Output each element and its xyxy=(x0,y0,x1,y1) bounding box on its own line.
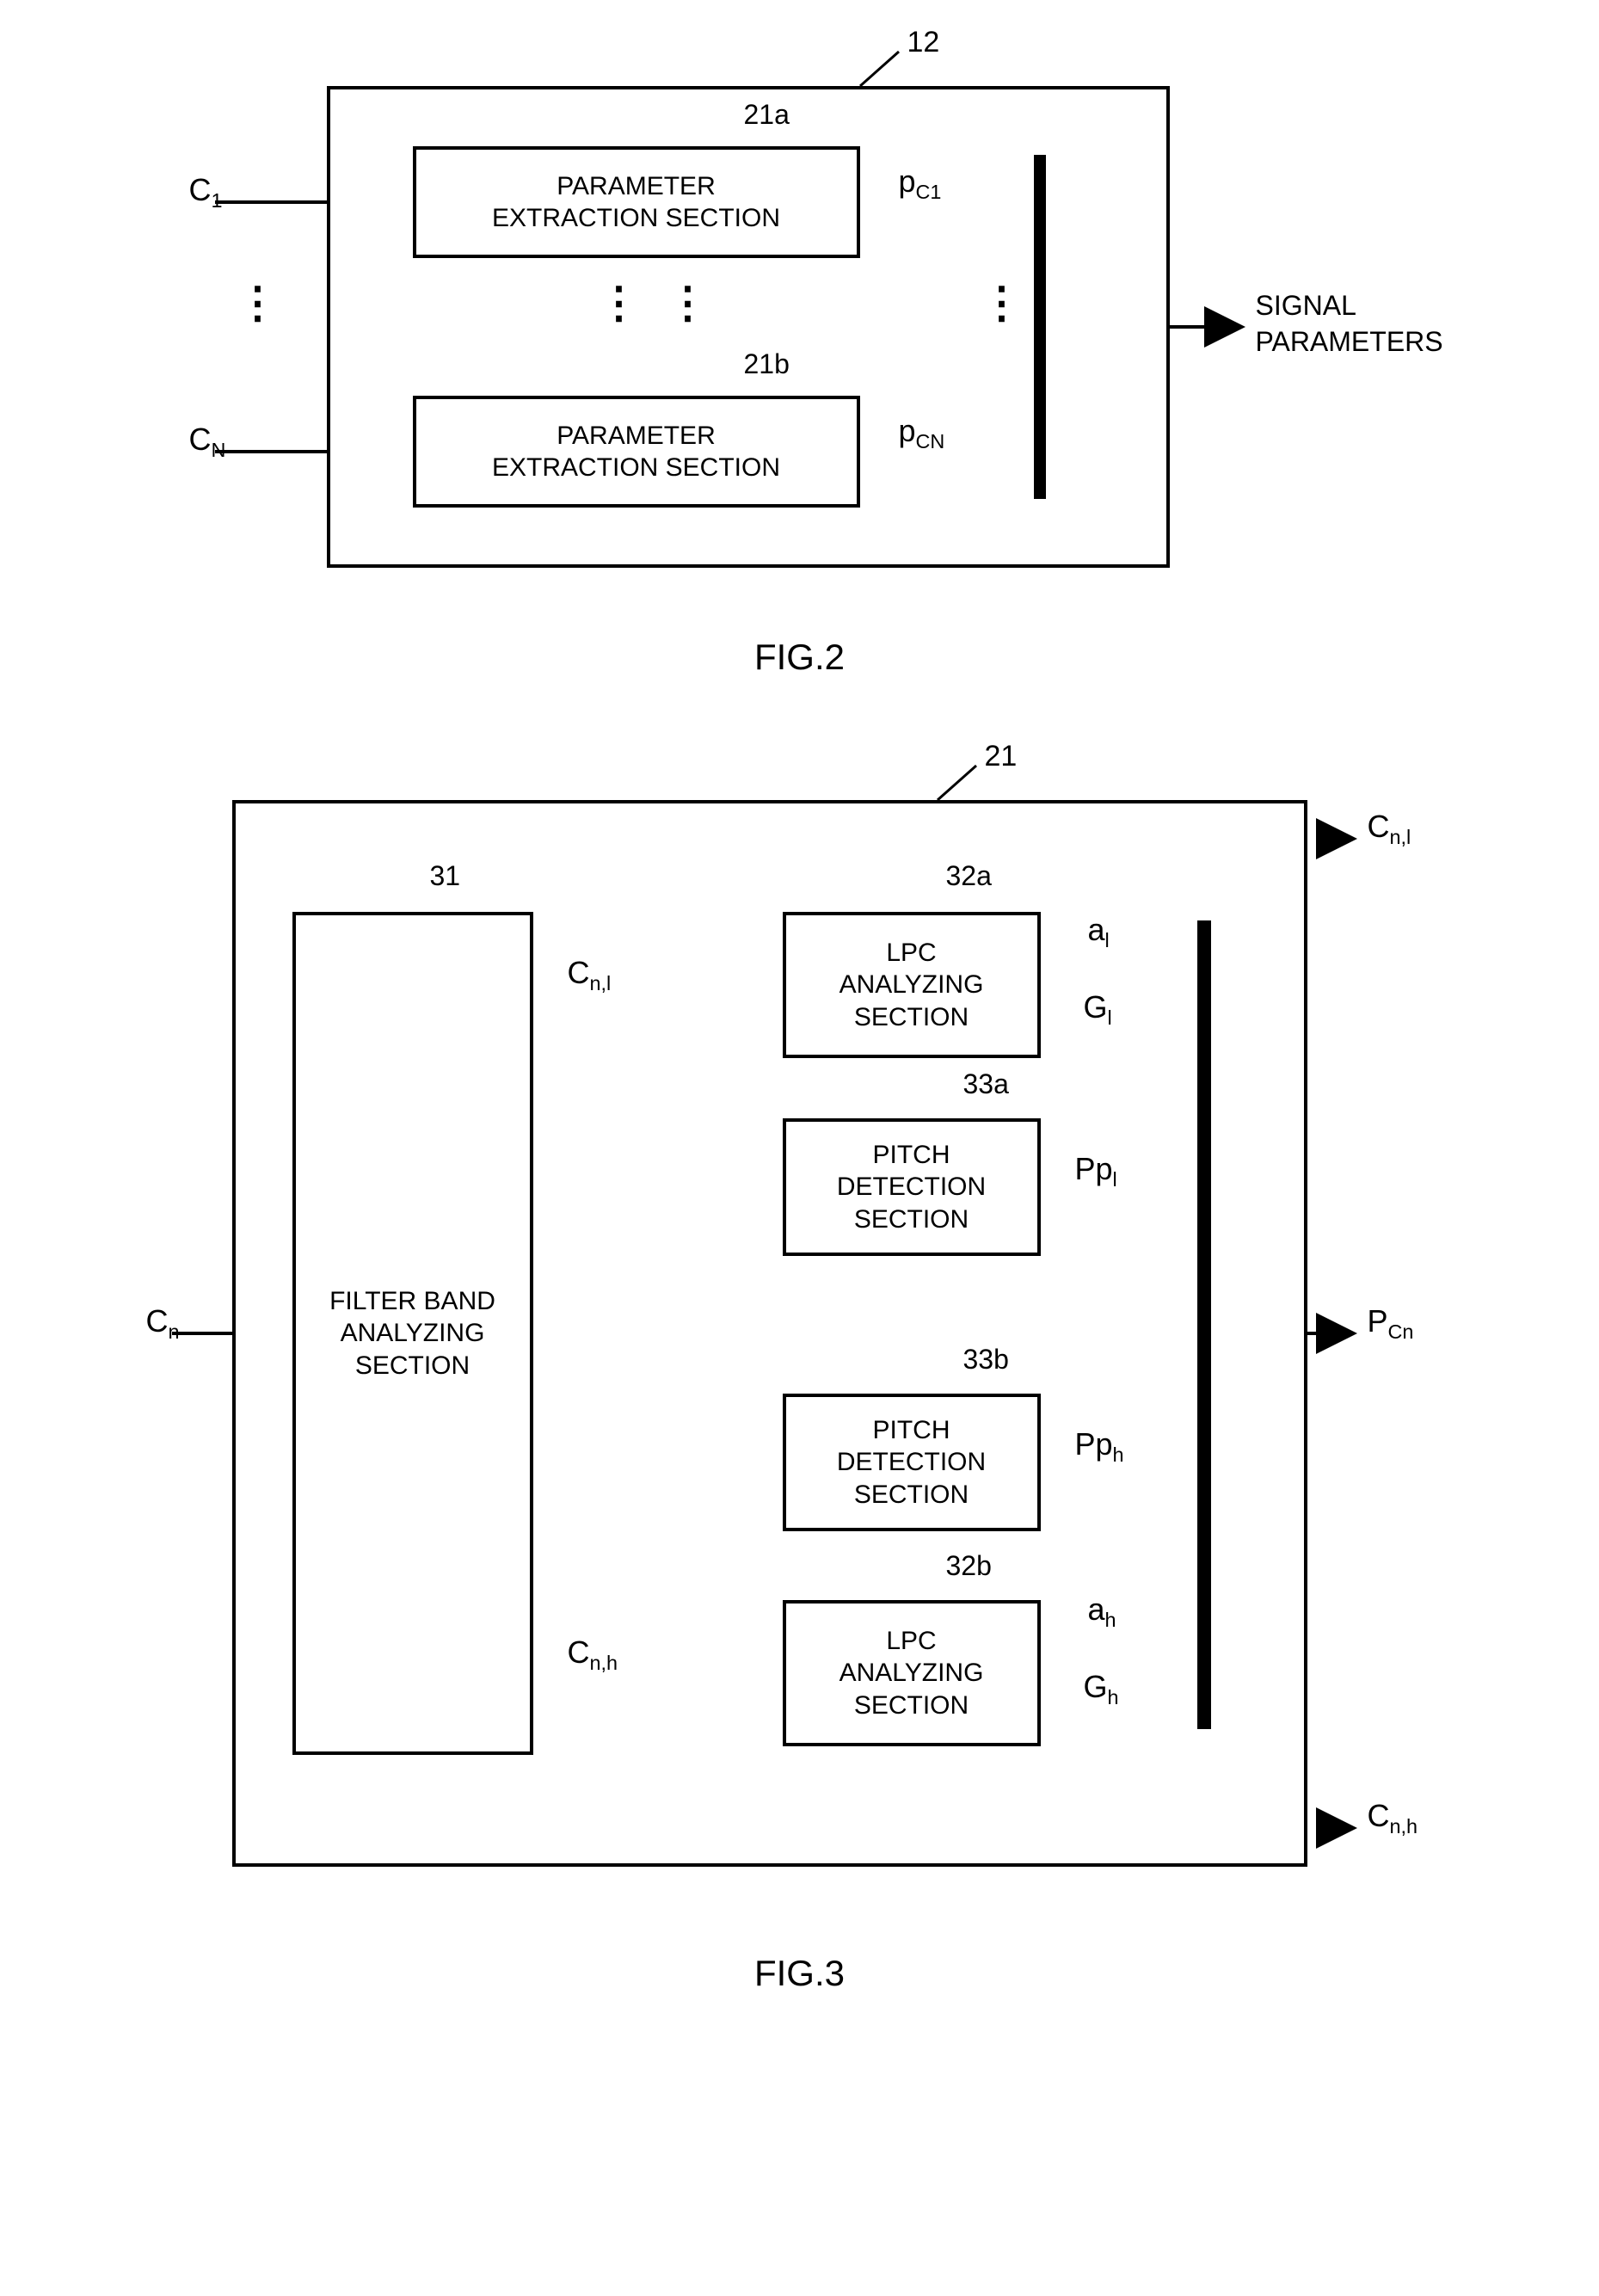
dash-cnl: Cn,l xyxy=(1368,809,1411,849)
filter-ref: 31 xyxy=(430,860,461,892)
pitch-bot-block: PITCH DETECTION SECTION xyxy=(783,1394,1041,1531)
filter-band-text: FILTER BAND ANALYZING SECTION xyxy=(329,1285,495,1382)
out-pph: Pph xyxy=(1075,1426,1124,1467)
signal-parameters-label: SIGNAL PARAMETERS xyxy=(1256,288,1443,360)
figure-3: 21 FILTER BAND ANALYZING SECTION 31 LPC … xyxy=(69,748,1531,2039)
fig2-outer-ref: 12 xyxy=(907,26,940,59)
param-extract-bot-ref: 21b xyxy=(744,348,790,380)
param-extract-top-text: PARAMETER EXTRACTION SECTION xyxy=(492,170,780,235)
input-c1: C1 xyxy=(189,172,223,212)
dots-mid1: ⋮ xyxy=(598,292,641,314)
param-extract-bot-text: PARAMETER EXTRACTION SECTION xyxy=(492,420,780,484)
lpc-top-ref: 32a xyxy=(946,860,992,892)
pitch-top-block: PITCH DETECTION SECTION xyxy=(783,1118,1041,1256)
fig2-caption: FIG.2 xyxy=(69,637,1531,678)
lpc-bot-block: LPC ANALYZING SECTION xyxy=(783,1600,1041,1746)
dots-left: ⋮ xyxy=(237,292,280,314)
input-cn: CN xyxy=(189,422,226,462)
dots-mid2: ⋮ xyxy=(667,292,710,314)
mid-cnl: Cn,l xyxy=(568,955,612,995)
param-extract-top-ref: 21a xyxy=(744,99,790,131)
pitch-bot-ref: 33b xyxy=(963,1344,1009,1376)
out-pcn: PCn xyxy=(1368,1303,1414,1344)
fig3-caption: FIG.3 xyxy=(69,1953,1531,1994)
param-extract-bot: PARAMETER EXTRACTION SECTION xyxy=(413,396,860,508)
lpc-bot-text: LPC ANALYZING SECTION xyxy=(839,1625,984,1722)
out-gl: Gl xyxy=(1084,989,1112,1030)
dots-right: ⋮ xyxy=(981,292,1024,314)
filter-band-block: FILTER BAND ANALYZING SECTION xyxy=(292,912,533,1755)
fig2-bus xyxy=(1034,155,1046,499)
figure-2: 12 PARAMETER EXTRACTION SECTION 21a PARA… xyxy=(69,34,1531,680)
dash-cnh: Cn,h xyxy=(1368,1798,1418,1838)
pitch-top-ref: 33a xyxy=(963,1068,1009,1100)
input-cn-fig3: Cn xyxy=(146,1303,180,1344)
out-gh: Gh xyxy=(1084,1669,1119,1709)
lpc-top-text: LPC ANALYZING SECTION xyxy=(839,937,984,1034)
fig3-outer-ref: 21 xyxy=(985,740,1018,773)
output-pc1: pC1 xyxy=(899,163,942,204)
pitch-bot-text: PITCH DETECTION SECTION xyxy=(837,1414,986,1511)
out-ah: ah xyxy=(1088,1591,1116,1632)
fig3-bus xyxy=(1197,920,1211,1729)
pitch-top-text: PITCH DETECTION SECTION xyxy=(837,1139,986,1236)
param-extract-top: PARAMETER EXTRACTION SECTION xyxy=(413,146,860,258)
output-pcn: pCN xyxy=(899,413,945,453)
lpc-top-block: LPC ANALYZING SECTION xyxy=(783,912,1041,1058)
out-al: al xyxy=(1088,912,1110,952)
lpc-bot-ref: 32b xyxy=(946,1550,992,1582)
out-ppl: Ppl xyxy=(1075,1151,1117,1191)
mid-cnh: Cn,h xyxy=(568,1634,618,1675)
